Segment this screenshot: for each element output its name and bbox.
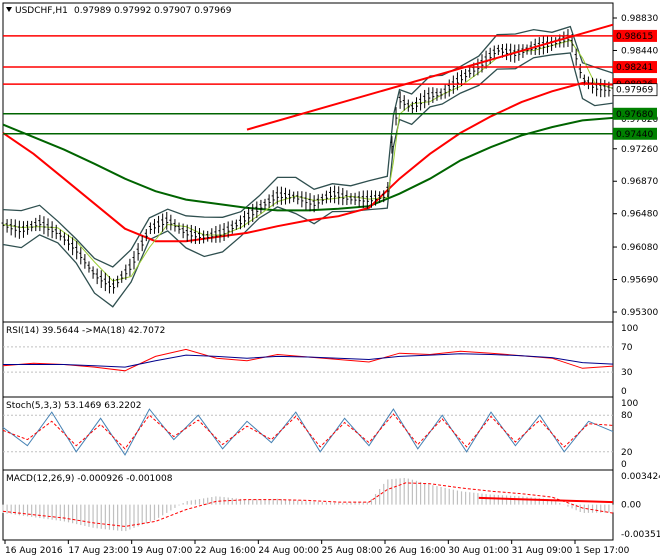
price-tick-label: 0.96080	[621, 243, 658, 253]
price-tick-label: 0.97260	[621, 145, 658, 155]
price-tick-label: 0.95690	[621, 276, 658, 286]
current-price-badge	[612, 83, 658, 97]
macd-trendline[interactable]	[478, 496, 614, 504]
level-price-label: 0.97680	[616, 110, 653, 120]
x-tick-label: 22 Aug 16:00	[195, 546, 256, 556]
stoch-tick-label: 20	[621, 448, 633, 458]
pane-frame-3	[2, 469, 614, 541]
stoch-tick-label: 0	[621, 460, 627, 470]
macd-tick-label: -0.00351	[621, 530, 660, 540]
ma-green-line	[2, 116, 614, 212]
price-tick-label: 0.96480	[621, 210, 658, 220]
pane-frame-2	[2, 396, 614, 471]
price-tick-label: 0.96870	[621, 177, 658, 187]
level-price-badge	[613, 127, 657, 140]
macd-title: MACD(12,26,9) -0.000926 -0.001008	[6, 474, 173, 484]
level-price-badge	[613, 61, 657, 74]
trendline[interactable]	[246, 23, 614, 131]
x-tick-label: 16 Aug 2016	[5, 546, 63, 556]
price-tick-label: 0.98440	[621, 46, 658, 56]
macd-tick-label: 0.00	[621, 501, 641, 511]
x-tick-label: 24 Aug 00:00	[258, 546, 319, 556]
rsi-tick-label: 70	[621, 343, 633, 353]
x-tick-label: 25 Aug 08:00	[322, 546, 383, 556]
ma-red-line	[2, 81, 614, 243]
stoch-tick-label: 100	[621, 399, 638, 409]
level-price-label: 0.98241	[616, 63, 653, 73]
pane-frame-0	[2, 2, 614, 323]
level-price-badge	[613, 29, 657, 42]
pane-frame-1	[2, 321, 614, 398]
stoch-tick-label: 80	[621, 411, 633, 421]
chart-ohlc: 0.97989 0.97992 0.97907 0.97969	[74, 6, 232, 16]
price-tick-label: 0.95300	[621, 308, 658, 318]
x-tick-label: 17 Aug 23:00	[68, 546, 129, 556]
level-price-label: 0.98615	[616, 32, 653, 42]
bollinger-upper-band	[2, 25, 614, 268]
x-tick-label: 1 Sep 17:00	[575, 546, 630, 556]
x-tick-label: 26 Aug 16:00	[385, 546, 446, 556]
macd-tick-label: 0.003424	[621, 472, 660, 482]
x-tick-label: 31 Aug 09:00	[512, 546, 573, 556]
rsi-tick-label: 0	[621, 387, 627, 397]
level-price-badge	[613, 107, 657, 120]
level-price-label: 0.97440	[616, 130, 653, 140]
bollinger-lower-band	[2, 52, 614, 308]
stoch-signal-line	[2, 413, 614, 450]
rsi-ma-line	[3, 353, 614, 368]
x-tick-label: 30 Aug 01:00	[448, 546, 509, 556]
rsi-tick-label: 30	[621, 368, 633, 378]
current-price-label: 0.97969	[616, 86, 653, 96]
triangle-down-icon[interactable]	[6, 7, 12, 12]
price-tick-label: 0.98830	[621, 14, 658, 24]
rsi-tick-label: 100	[621, 324, 638, 334]
x-tick-label: 19 Aug 07:00	[132, 546, 193, 556]
chart-symbol: USDCHF,H1	[15, 6, 68, 16]
rsi-title: RSI(14) 39.5644 ->MA(18) 42.7072	[6, 326, 165, 336]
macd-signal-line	[2, 482, 614, 527]
stoch-title: Stoch(5,3,3) 53.1469 63.2202	[6, 401, 141, 411]
